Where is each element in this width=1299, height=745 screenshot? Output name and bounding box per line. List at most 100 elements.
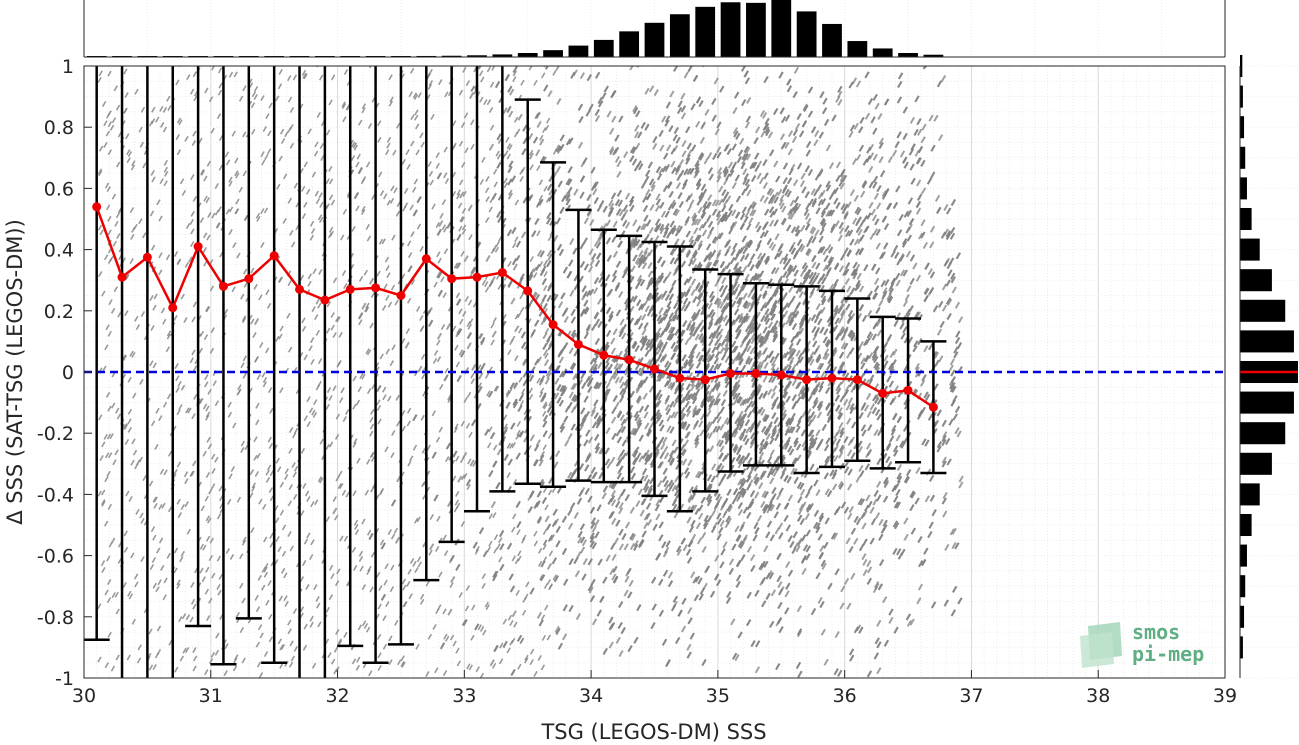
scatter-point [614, 155, 621, 163]
scatter-point [866, 309, 873, 318]
scatter-point [838, 227, 845, 235]
scatter-point [716, 146, 722, 154]
scatter-point [695, 351, 701, 359]
scatter-point [752, 473, 759, 481]
scatter-point [656, 374, 662, 382]
scatter-point [920, 379, 926, 387]
scatter-point [699, 429, 705, 437]
scatter-point [649, 85, 655, 93]
scatter-point [849, 189, 856, 197]
scatter-point [538, 378, 545, 386]
scatter-point [814, 229, 820, 237]
scatter-point [838, 451, 844, 459]
scatter-point [861, 553, 867, 561]
scatter-point [613, 362, 619, 370]
scatter-point [811, 261, 817, 269]
scatter-point [663, 452, 670, 460]
scatter-point [528, 152, 535, 160]
scatter-point [758, 451, 765, 459]
scatter-point [535, 149, 541, 157]
scatter-point [858, 285, 865, 293]
scatter-point [630, 265, 636, 273]
scatter-point [769, 188, 775, 197]
scatter-point [692, 504, 698, 512]
scatter-point [789, 199, 795, 207]
scatter-point [770, 243, 777, 251]
scatter-point [705, 261, 711, 269]
scatter-point [641, 262, 648, 270]
scatter-point [848, 130, 854, 138]
scatter-point [554, 625, 560, 633]
scatter-point [253, 318, 260, 326]
scatter-point [891, 149, 898, 157]
scatter-point [590, 409, 596, 417]
scatter-point [698, 512, 704, 520]
scatter-point [696, 299, 702, 307]
scatter-point [462, 451, 468, 459]
scatter-point [624, 575, 630, 583]
scatter-point [707, 421, 714, 429]
scatter-point [491, 330, 497, 338]
scatter-point [941, 283, 948, 291]
scatter-point [632, 105, 638, 113]
scatter-point [690, 288, 696, 297]
scatter-point [772, 469, 779, 477]
scatter-point [756, 361, 762, 369]
scatter-point [606, 461, 612, 469]
scatter-point [490, 501, 496, 509]
scatter-point [903, 517, 909, 525]
scatter-point [655, 513, 661, 521]
scatter-point [529, 434, 535, 442]
scatter-point [799, 180, 806, 188]
scatter-point [719, 301, 725, 309]
scatter-point [542, 349, 549, 357]
scatter-point [770, 391, 776, 399]
scatter-point [738, 312, 744, 320]
scatter-point [798, 503, 805, 511]
scatter-point [762, 413, 768, 421]
scatter-point [589, 218, 595, 227]
scatter-point [909, 618, 915, 626]
scatter-point [855, 80, 862, 88]
scatter-point [536, 249, 543, 257]
scatter-point [895, 279, 901, 287]
scatter-point [730, 618, 736, 626]
scatter-point [832, 532, 839, 540]
scatter-point [799, 269, 806, 277]
scatter-point [618, 363, 624, 371]
scatter-point [822, 264, 828, 272]
scatter-point [661, 354, 668, 362]
scatter-point [824, 488, 830, 496]
scatter-point [663, 445, 669, 453]
scatter-point [697, 240, 704, 248]
scatter-point [611, 115, 617, 123]
scatter-point [915, 466, 921, 475]
scatter-point [835, 428, 841, 436]
scatter-point [828, 283, 835, 291]
scatter-point [640, 223, 646, 231]
scatter-point [942, 431, 948, 439]
scatter-point [636, 274, 643, 282]
scatter-point [824, 353, 830, 361]
scatter-point [641, 313, 647, 321]
scatter-point [812, 333, 818, 341]
scatter-point [917, 128, 923, 136]
scatter-point [609, 202, 615, 210]
scatter-point [681, 625, 687, 633]
scatter-point [701, 531, 707, 539]
scatter-point [937, 134, 944, 142]
scatter-point [644, 422, 650, 430]
scatter-point [754, 478, 760, 486]
scatter-point [765, 433, 771, 441]
scatter-point [744, 210, 750, 218]
scatter-point [546, 562, 553, 570]
scatter-point [658, 167, 664, 175]
scatter-point [868, 352, 874, 360]
scatter-point [692, 405, 698, 413]
scatter-point [696, 218, 702, 226]
scatter-point [819, 544, 825, 552]
scatter-point [912, 262, 918, 270]
scatter-point [840, 309, 846, 317]
scatter-point [668, 326, 674, 334]
scatter-point [746, 545, 753, 553]
